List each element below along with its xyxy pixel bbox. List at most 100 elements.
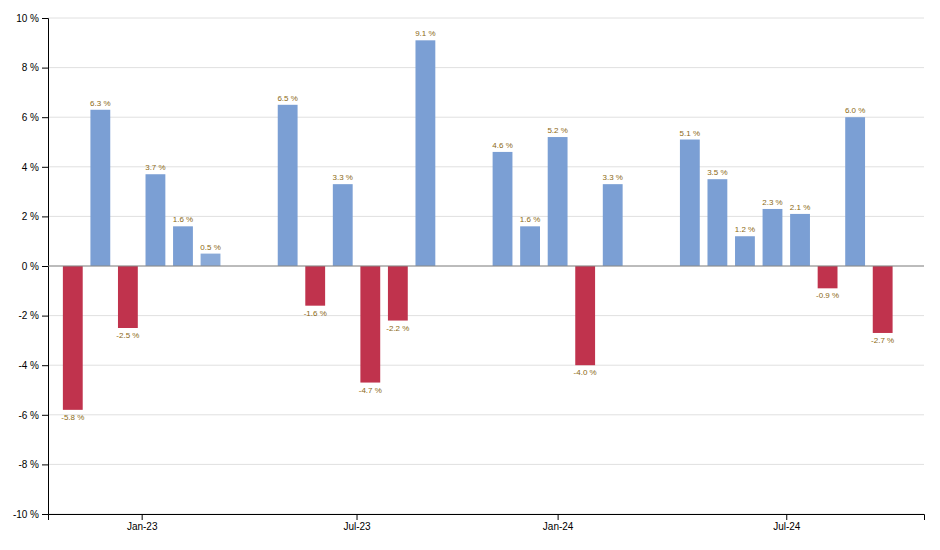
data-label: 0.5 % — [200, 243, 220, 252]
bar — [173, 226, 193, 266]
y-tick-mark — [42, 266, 48, 267]
y-tick-label: 10 % — [16, 13, 39, 24]
data-label: 5.1 % — [680, 129, 700, 138]
bar — [360, 266, 380, 383]
bar — [603, 184, 623, 266]
y-tick-mark — [42, 68, 48, 69]
x-tick: Jan-23 — [127, 514, 158, 532]
x-tick-mark — [357, 514, 358, 520]
y-tick-label: -10 % — [13, 509, 39, 520]
x-tick-mark — [142, 514, 143, 520]
bar — [735, 236, 755, 266]
y-tick-label: 8 % — [22, 62, 39, 73]
x-tick-mark — [786, 514, 787, 520]
y-tick-label: 0 % — [22, 261, 39, 272]
y-tick: 0 % — [22, 261, 48, 272]
y-tick-label: -2 % — [18, 310, 39, 321]
data-label: 6.3 % — [90, 99, 110, 108]
bar — [305, 266, 325, 306]
y-tick-label: -6 % — [18, 410, 39, 421]
bar — [63, 266, 83, 410]
y-tick-mark — [42, 167, 48, 168]
y-tick: -4 % — [18, 360, 48, 371]
data-label: 9.1 % — [415, 29, 435, 38]
bar — [790, 214, 810, 266]
data-label: 3.7 % — [145, 163, 165, 172]
grid-line — [48, 166, 924, 167]
y-tick-label: 2 % — [22, 211, 39, 222]
grid-line — [48, 67, 924, 68]
bar — [520, 226, 540, 266]
bar — [548, 137, 568, 266]
y-tick-mark — [42, 117, 48, 118]
grid-line — [48, 414, 924, 415]
data-label: 2.1 % — [790, 203, 810, 212]
y-tick: 4 % — [22, 162, 48, 173]
data-label: -2.2 % — [386, 324, 409, 333]
data-label: 3.5 % — [707, 168, 727, 177]
plot: -10 % -8 % -6 % -4 % -2 % 0 % 2 % 4 % 6 % 8 % 10 %… — [13, 13, 925, 532]
x-tick-label: Jul-23 — [343, 521, 371, 532]
y-tick-mark — [42, 514, 48, 515]
y-tick-mark — [42, 464, 48, 465]
y-tick-label: -4 % — [18, 360, 39, 371]
x-axis-line — [49, 515, 925, 521]
bar — [680, 140, 700, 266]
bar — [201, 254, 221, 266]
data-label: 1.2 % — [735, 225, 755, 234]
bar — [707, 179, 727, 266]
data-label: -4.7 % — [359, 386, 382, 395]
grid-line — [48, 365, 924, 366]
data-label: 4.6 % — [492, 141, 512, 150]
bar — [493, 152, 513, 266]
data-label: -4.0 % — [574, 368, 597, 377]
x-tick-label: Jan-23 — [127, 521, 158, 532]
data-label: 5.2 % — [547, 126, 567, 135]
zero-line — [48, 266, 924, 267]
bar — [333, 184, 353, 266]
data-label: 6.5 % — [277, 94, 297, 103]
bar — [845, 117, 865, 266]
grid-line — [48, 464, 924, 465]
bar — [873, 266, 893, 333]
y-tick-label: 6 % — [22, 112, 39, 123]
data-label: 6.0 % — [845, 106, 865, 115]
y-tick: -2 % — [18, 310, 48, 321]
bar — [763, 209, 783, 266]
data-label: 1.6 % — [520, 215, 540, 224]
data-label: 2.3 % — [762, 198, 782, 207]
data-label: -5.8 % — [61, 413, 84, 422]
y-tick-label: -8 % — [18, 459, 39, 470]
bar — [388, 266, 408, 321]
bar — [818, 266, 838, 288]
y-tick: 6 % — [22, 112, 48, 123]
data-label: -2.7 % — [871, 336, 894, 345]
bar — [575, 266, 595, 365]
x-tick-mark — [558, 514, 559, 520]
y-tick-mark — [42, 316, 48, 317]
x-axis: Jan-23 Jul-23 Jan-24 Jul-24 — [49, 514, 925, 532]
x-tick-label: Jul-24 — [773, 521, 801, 532]
bar — [118, 266, 138, 328]
x-tick-label: Jan-24 — [543, 521, 574, 532]
chart: -10 % -8 % -6 % -4 % -2 % 0 % 2 % 4 % 6 % 8 % 10 %… — [0, 0, 940, 550]
bars — [63, 40, 893, 410]
bar — [415, 40, 435, 266]
data-label: -1.6 % — [304, 309, 327, 318]
y-tick-mark — [42, 365, 48, 366]
y-axis: -10 % -8 % -6 % -4 % -2 % 0 % 2 % 4 % 6 % 8 % 10 % — [13, 13, 49, 520]
data-label: -2.5 % — [116, 331, 139, 340]
y-tick-mark — [42, 216, 48, 217]
x-tick: Jul-23 — [343, 514, 371, 532]
y-tick: -6 % — [18, 410, 48, 421]
y-tick-label: 4 % — [22, 162, 39, 173]
x-tick: Jul-24 — [773, 514, 801, 532]
grid-line — [48, 315, 924, 316]
bar — [278, 105, 298, 266]
grid-line — [48, 117, 924, 118]
y-tick: 10 % — [16, 13, 48, 24]
grid — [48, 18, 924, 514]
data-label: -0.9 % — [816, 291, 839, 300]
bar — [146, 174, 166, 266]
y-axis-line — [42, 19, 49, 515]
